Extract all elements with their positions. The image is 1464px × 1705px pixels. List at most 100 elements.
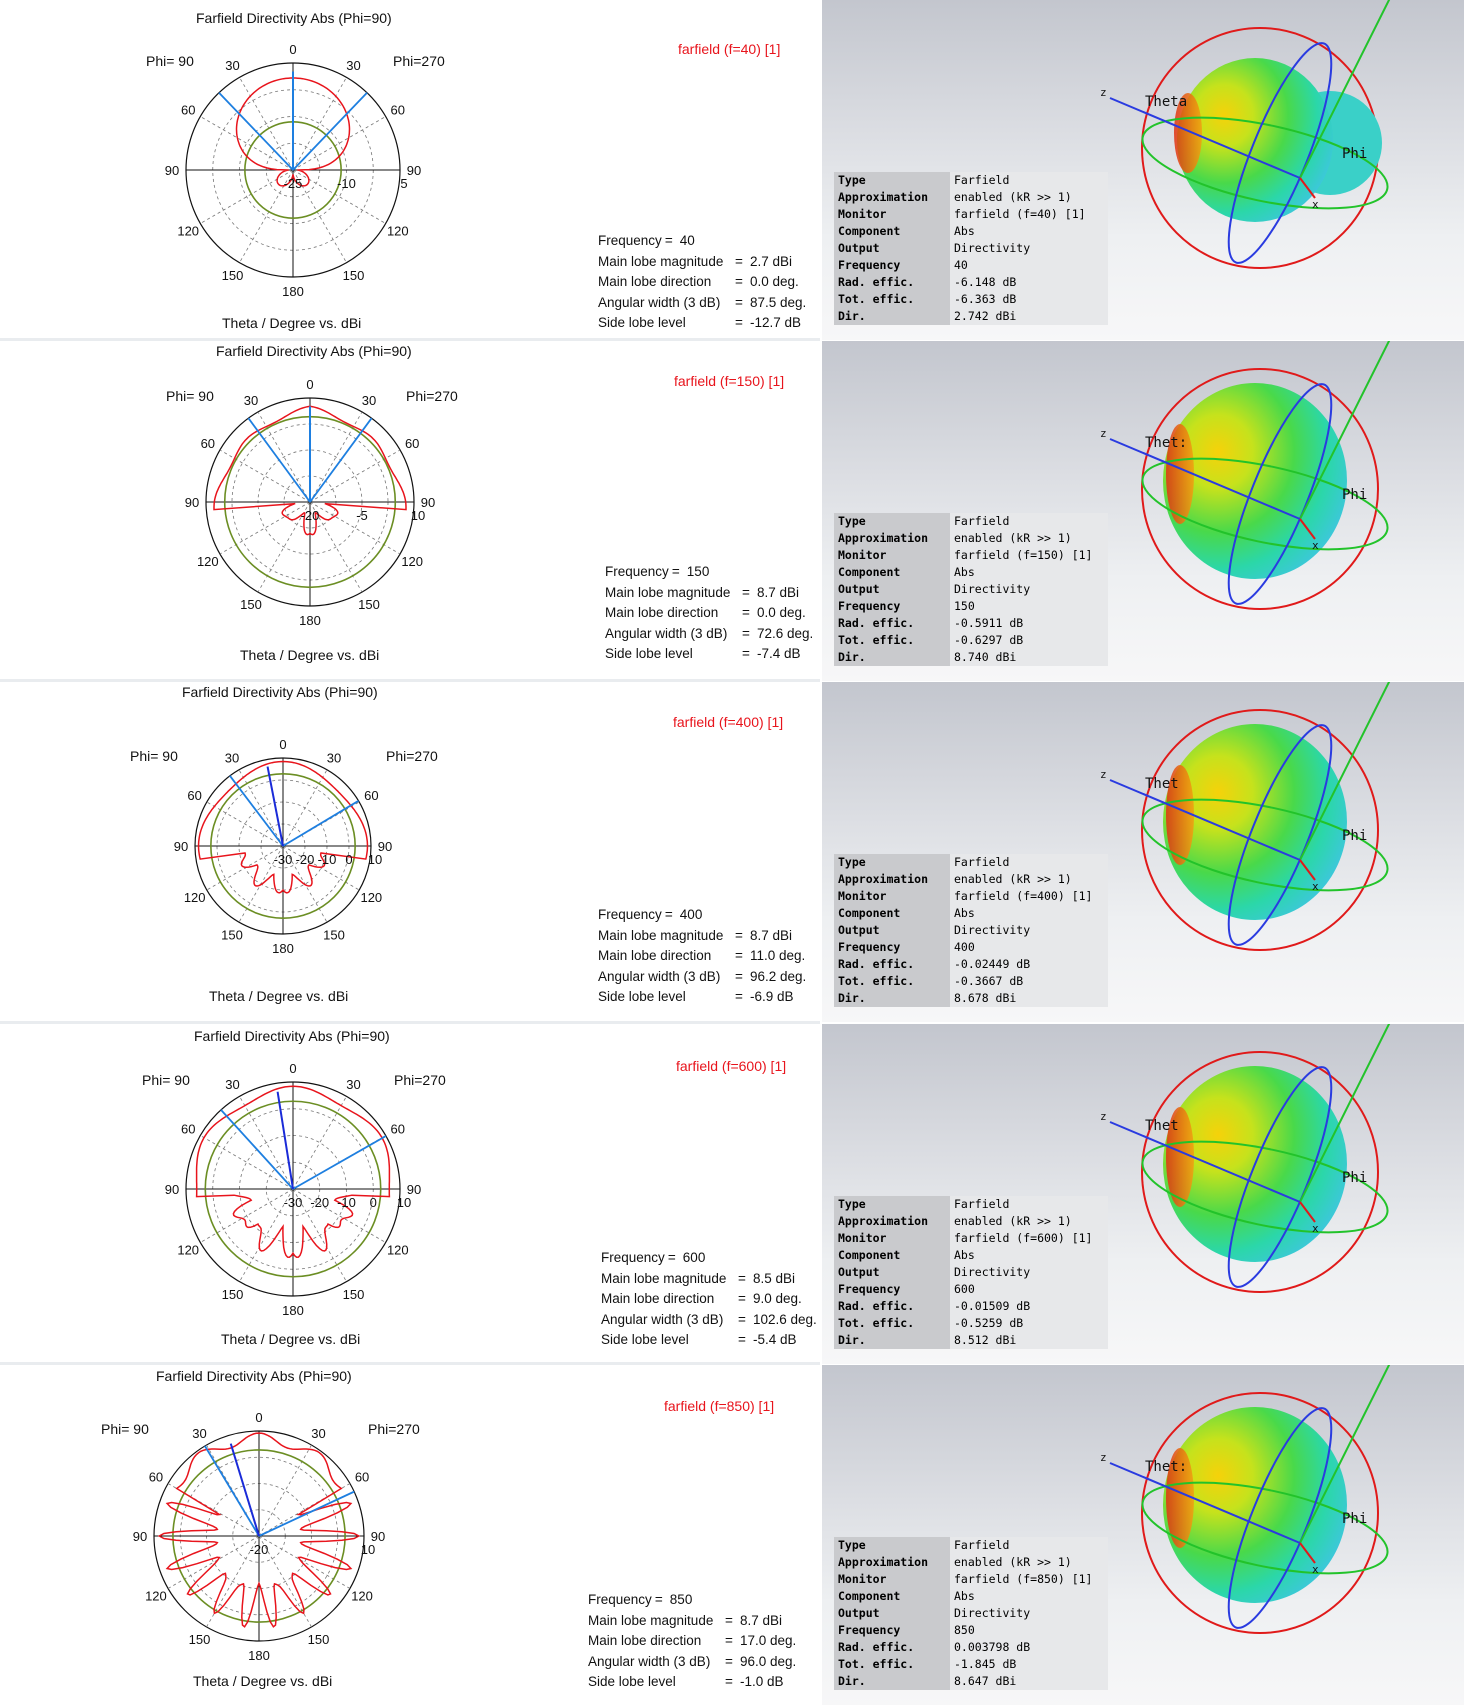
info-key: Frequency xyxy=(834,1622,950,1639)
x-axis-label: x xyxy=(1312,539,1319,552)
stat-equals: = xyxy=(742,584,750,600)
stat-line: Main lobe direction = 0.0 deg. xyxy=(598,272,806,293)
farfield-3d-view[interactable]: yzxThetaPhiTypeFarfieldApproximationenab… xyxy=(822,0,1464,340)
info-value: farfield (f=40) [1] xyxy=(950,206,1108,223)
stat-equals: = xyxy=(664,907,673,922)
farfield-3d-view[interactable]: yzxThetPhiTypeFarfieldApproximationenabl… xyxy=(822,1024,1464,1364)
beamwidth-line xyxy=(292,1135,387,1190)
legend-entry: farfield (f=850) [1] xyxy=(664,1398,775,1414)
info-value: 2.742 dBi xyxy=(950,308,1108,325)
stat-value: 0.0 deg. xyxy=(757,605,806,620)
directivity-pattern-curve xyxy=(157,1432,361,1628)
z-axis-line xyxy=(1109,1121,1301,1203)
radial-tick-label: -5 xyxy=(356,508,368,523)
stat-value: -5.4 dB xyxy=(753,1332,797,1347)
z-axis-line xyxy=(1109,97,1301,179)
result-row: 0 30 60 90 120 150 180 150 120 90 60 30 -30 -20 -10 0 10… xyxy=(0,682,1464,1022)
stat-key: Frequency xyxy=(588,1592,652,1607)
farfield-3d-view[interactable]: yzxThetPhiTypeFarfieldApproximationenabl… xyxy=(822,682,1464,1022)
info-key: Output xyxy=(834,240,950,257)
angle-tick-label: 60 xyxy=(181,1122,195,1137)
polar-plot: 0 30 60 90 120 150 180 150 120 90 60 30 -25 -10 5 xyxy=(165,42,421,299)
polar-plot-title: Farfield Directivity Abs (Phi=90) xyxy=(156,1368,352,1384)
stat-line: Angular width (3 dB) = 72.6 deg. xyxy=(605,624,813,645)
stat-value: 17.0 deg. xyxy=(740,1633,797,1648)
theta-axis-label: Thet: xyxy=(1145,435,1187,451)
farfield-3d-view[interactable]: yzxThet:PhiTypeFarfieldApproximationenab… xyxy=(822,1365,1464,1705)
info-value: 850 xyxy=(950,1622,1108,1639)
info-row: Component Abs xyxy=(834,1247,1108,1264)
polar-plot-panel: 0 30 60 90 120 150 180 150 120 90 60 30 -25 -10 5 Farfi… xyxy=(0,0,818,340)
info-key: Approximation xyxy=(834,1213,950,1230)
info-value: 400 xyxy=(950,939,1108,956)
legend-entry: farfield (f=600) [1] xyxy=(676,1058,787,1074)
stat-line: Side lobe level = -7.4 dB xyxy=(605,644,813,665)
angle-tick-label: 150 xyxy=(240,597,262,612)
lobe-hotspot xyxy=(1166,424,1194,524)
stat-value: 9.0 deg. xyxy=(753,1291,802,1306)
z-axis-label: z xyxy=(1100,1451,1107,1464)
row-separator xyxy=(0,1021,820,1024)
stat-equals: = xyxy=(667,1250,676,1265)
stat-equals: = xyxy=(742,646,750,661)
info-row: Monitor farfield (f=400) [1] xyxy=(834,888,1108,905)
farfield-3d-view[interactable]: yzxThet:PhiTypeFarfieldApproximationenab… xyxy=(822,341,1464,681)
polar-plot: 0 30 60 90 120 150 180 150 120 90 60 30 -20 10 xyxy=(133,1410,385,1663)
z-axis-line xyxy=(1109,438,1301,520)
angle-tick-label: 180 xyxy=(248,1648,270,1663)
stat-equals: = xyxy=(671,564,680,579)
info-key: Component xyxy=(834,223,950,240)
info-value: Abs xyxy=(950,905,1108,922)
info-row: Output Directivity xyxy=(834,1264,1108,1281)
info-row: Dir. 2.742 dBi xyxy=(834,308,1108,325)
stat-line: Main lobe direction = 0.0 deg. xyxy=(605,603,813,624)
info-row: Frequency 40 xyxy=(834,257,1108,274)
phi-axis-label: Phi xyxy=(1342,1511,1367,1527)
info-key: Dir. xyxy=(834,990,950,1007)
radial-tick-label: -30 xyxy=(274,852,293,867)
info-key: Component xyxy=(834,564,950,581)
polar-spoke xyxy=(309,501,401,555)
info-key: Component xyxy=(834,1588,950,1605)
stat-value: 8.7 dBi xyxy=(750,927,793,943)
beamwidth-line xyxy=(309,417,373,503)
polar-plot: 0 30 60 90 120 150 180 150 120 90 60 30 -20 -5 10 xyxy=(185,377,435,628)
beamwidth-line xyxy=(292,92,368,171)
result-row: 0 30 60 90 120 150 180 150 120 90 60 30 -20 10 Farfiel… xyxy=(0,1365,1464,1705)
directivity-pattern-curve xyxy=(197,760,369,894)
radial-tick-label: 10 xyxy=(368,852,382,867)
info-key: Output xyxy=(834,1605,950,1622)
directivity-pattern-curve xyxy=(195,1085,391,1258)
info-key: Approximation xyxy=(834,871,950,888)
theta-axis-label: Thet: xyxy=(1145,1459,1187,1475)
info-row: Component Abs xyxy=(834,905,1108,922)
farfield-info-table: Type Farfield Approximation enabled (kR >> … xyxy=(834,172,1108,325)
info-value: enabled (kR >> 1) xyxy=(950,530,1108,547)
info-row: Component Abs xyxy=(834,564,1108,581)
lobe-statistics: Frequency = 600 Main lobe magnitude = 8.5 dBi… xyxy=(601,1248,817,1351)
info-value: enabled (kR >> 1) xyxy=(950,1213,1108,1230)
angle-tick-label: 120 xyxy=(184,890,206,905)
angle-tick-label: 180 xyxy=(282,284,304,299)
info-value: -0.3667 dB xyxy=(950,973,1108,990)
angle-tick-label: 120 xyxy=(197,554,219,569)
phi-right-label: Phi=270 xyxy=(394,1072,446,1088)
stat-line: Angular width (3 dB) = 87.5 deg. xyxy=(598,293,806,314)
info-row: Type Farfield xyxy=(834,1537,1108,1554)
radial-tick-label: -20 xyxy=(310,1195,329,1210)
phi-left-label: Phi= 90 xyxy=(130,748,178,764)
info-row: Output Directivity xyxy=(834,922,1108,939)
phi-ring xyxy=(1141,709,1379,951)
polar-plot-panel: 0 30 60 90 120 150 180 150 120 90 60 30 -20 10 Farfiel… xyxy=(0,1365,818,1705)
stat-line: Frequency = 150 xyxy=(605,562,813,583)
angle-tick-label: 150 xyxy=(343,268,365,283)
stat-key: Side lobe level xyxy=(588,1674,676,1689)
info-value: -1.845 dB xyxy=(950,1656,1108,1673)
stat-value: 850 xyxy=(669,1592,693,1607)
info-row: Component Abs xyxy=(834,223,1108,240)
angle-tick-label: 30 xyxy=(225,1077,239,1092)
lobe-hotspot xyxy=(1166,1107,1194,1207)
info-key: Monitor xyxy=(834,1230,950,1247)
stat-line: Frequency = 400 xyxy=(598,905,806,926)
lobe-statistics: Frequency = 150 Main lobe magnitude = 8.7 dBi… xyxy=(605,562,813,665)
